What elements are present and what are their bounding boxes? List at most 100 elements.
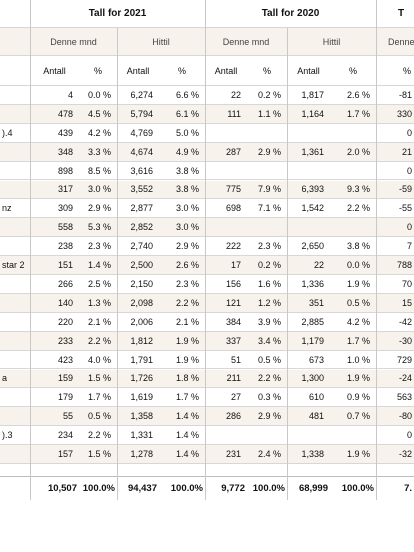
table-cell: 4,769 [130,127,153,138]
table-cell: 2,150 [130,278,153,289]
column-header: Antall [297,65,320,76]
table-cell: 3.3 % [87,146,111,157]
column-header: % [262,65,271,76]
table-cell: 1.9 % [346,278,370,289]
table-cell: 157 [57,449,73,460]
table-cell: 2,877 [130,203,153,214]
table-cell: 2.6 % [346,89,370,100]
table-cell: 2,500 [130,260,153,271]
table-row: 55 0.5 % 1,358 1.4 % 286 2.9 % 481 0.7 % -80 [0,407,414,427]
table-cell: 6,393 [301,184,324,195]
table-cell: 0.5 % [346,297,370,308]
table-cell: 4.2 % [87,127,111,138]
row-label [0,237,30,255]
row-label [0,388,30,406]
table-row: 238 2.3 % 2,740 2.9 % 222 2.3 % 2,650 3.8 % 7 [0,237,414,257]
table-cell: 0 [406,430,412,441]
table-row: 220 2.1 % 2,006 2.1 % 384 3.9 % 2,885 4.2 % -42 [0,313,414,332]
table-cell: 222 [225,241,241,252]
table-cell: 286 [225,411,241,422]
table-cell: 698 [225,203,241,214]
table-cell [205,426,241,444]
table-cell: 3.8 % [346,241,370,252]
table-cell: 1,338 [301,449,324,460]
table-cell: 156 [225,278,241,289]
table-cell [330,162,370,180]
table-cell: 1,726 [130,373,153,384]
table-cell [247,218,281,236]
column-header: % [177,65,186,76]
row-label [0,86,30,104]
table-cell: 2,885 [301,316,324,327]
table-cell: 0 [406,127,412,138]
table-cell: 3.9 % [257,316,281,327]
total-cell: 68,999 [298,483,328,494]
subgroup-header: Denne mnd [50,36,97,47]
table-row: 478 4.5 % 5,794 6.1 % 111 1.1 % 1,164 1.7 % 330 [0,104,414,124]
row-label [0,105,30,123]
table-cell [247,124,281,142]
table-cell: 233 [57,335,73,346]
table-cell: -42 [398,316,412,327]
table-cell: 2.4 % [257,449,281,460]
total-cell: 94,437 [127,483,157,494]
table-cell: 1.4 % [175,411,199,422]
table-cell: 337 [225,335,241,346]
table-cell: 1,336 [301,278,324,289]
table-row: 4 0.0 % 6,274 6.6 % 22 0.2 % 1,817 2.6 % -81 [0,86,414,105]
table-cell: 234 [57,430,73,441]
table-cell: 2.0 % [346,146,370,157]
table-cell: 7.9 % [257,184,281,195]
table-row: 898 8.5 % 3,616 3.8 % 0 [0,162,414,181]
table-cell: 9.3 % [346,184,370,195]
table-cell: 2.9 % [175,241,199,252]
table-cell: 2.9 % [257,146,281,157]
table-cell: 15 [401,297,412,308]
table-cell: 8.5 % [87,165,111,176]
total-cell: 100.0% [170,483,203,494]
table-cell: 238 [57,241,73,252]
table-cell: 140 [57,297,73,308]
table-cell: 423 [57,354,73,365]
table-cell: 4,674 [130,146,153,157]
column-divider [205,0,206,500]
table-cell: 2.2 % [257,373,281,384]
table-cell: 7.1 % [257,203,281,214]
table-cell: 121 [225,297,241,308]
table-cell: 6.6 % [175,89,199,100]
table-cell: 1,331 [130,430,153,441]
table-cell: 1.7 % [175,392,199,403]
column-header: Antall [43,65,66,76]
table-cell: 159 [57,373,73,384]
table-cell [247,162,281,180]
column-divider [287,28,288,500]
table-row: 317 3.0 % 3,552 3.8 % 775 7.9 % 6,393 9.3 % -59 [0,180,414,200]
table-cell: 287 [225,146,241,157]
table-cell: 2.3 % [87,241,111,252]
table-cell: 481 [308,411,324,422]
total-cell: 10,507 [47,483,77,494]
column-header-row: Antall% Antall% Antall% Antall%% [0,56,414,86]
row-label [0,218,30,236]
column-divider [30,0,31,500]
table-cell: 439 [57,127,73,138]
table-cell: 1.5 % [87,373,111,384]
group-header: Tall for 2021 [88,8,147,19]
table-cell: 1,542 [301,203,324,214]
row-label: star 2 [2,260,25,271]
row-label: a [2,373,8,384]
table-row: ).3 234 2.2 % 1,331 1.4 % 0 [0,426,414,446]
table-cell: 1.7 % [87,392,111,403]
table-cell: 6.1 % [175,108,199,119]
table-cell: 211 [226,373,241,384]
row-label [0,332,30,350]
row-label: ).4 [2,127,13,138]
table-cell: -59 [398,184,412,195]
table-row: 157 1.5 % 1,278 1.4 % 231 2.4 % 1,338 1.9 % -32 [0,445,414,464]
table-cell [205,162,241,180]
table-cell: 1.9 % [175,335,199,346]
subgroup-header-row: Denne mnd Hittil Denne mnd Hittil Denne [0,28,414,56]
table-cell: 3.8 % [175,165,199,176]
table-cell: 5.3 % [87,222,111,233]
